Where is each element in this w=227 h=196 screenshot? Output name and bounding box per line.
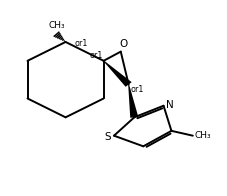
Text: CH₃: CH₃	[49, 21, 65, 30]
Polygon shape	[103, 61, 131, 87]
Text: O: O	[119, 39, 127, 49]
Text: S: S	[104, 132, 111, 142]
Text: CH₃: CH₃	[194, 131, 210, 140]
Text: N: N	[166, 100, 173, 110]
Polygon shape	[128, 84, 138, 118]
Text: or1: or1	[74, 39, 88, 48]
Text: or1: or1	[89, 51, 102, 60]
Text: or1: or1	[130, 85, 144, 94]
